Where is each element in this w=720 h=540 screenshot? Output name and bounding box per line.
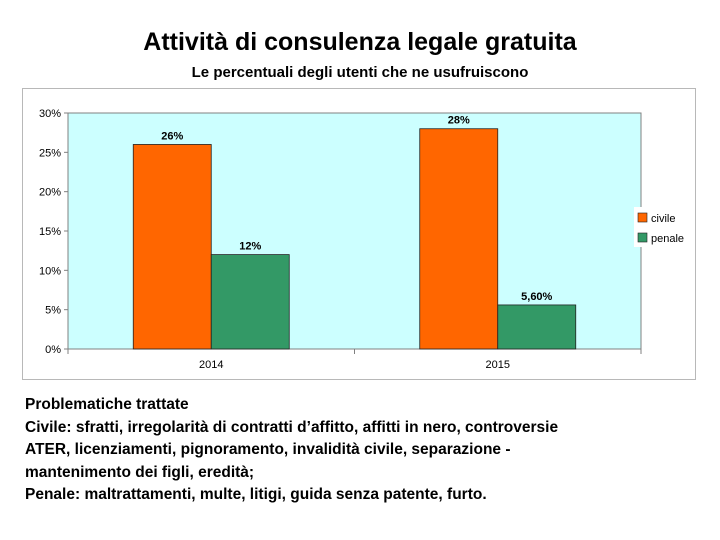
bar-chart: 0% 5% 10% 15% 20% 25% 30% 26% 12% 2014 28% 5,60% 201… [39, 108, 684, 371]
notes-section: Problematiche trattate Civile: sfratti, … [25, 394, 705, 507]
notes-civile-line-2: ATER, licenziamenti, pignoramento, inval… [25, 441, 511, 458]
bar-civile-2014 [132, 144, 212, 350]
data-label-civile-2015: 28% [448, 115, 470, 127]
legend-swatch-civile [637, 212, 648, 223]
notes-penale-line: Penale: maltrattamenti, multe, litigi, g… [25, 486, 487, 503]
data-label-penale-2014: 12% [239, 241, 261, 253]
x-tick-label: 2014 [199, 359, 223, 371]
y-tick-label: 15% [39, 226, 61, 238]
legend-label-penale: penale [651, 233, 684, 245]
y-tick-label: 25% [39, 147, 61, 159]
data-label-civile-2014: 26% [161, 130, 183, 142]
chart-frame: 0% 5% 10% 15% 20% 25% 30% 26% 12% 2014 28% 5,60% 201… [22, 88, 696, 380]
slide-title: Attività di consulenza legale gratuita [143, 28, 577, 56]
legend-label-civile: civile [651, 213, 675, 225]
y-tick-label: 10% [39, 265, 61, 277]
notes-civile-line-1: Civile: sfratti, irregolarità di contrat… [25, 418, 559, 436]
notes-civile-line-3: mantenimento dei figli, eredità; [25, 463, 255, 481]
y-tick-label: 0% [45, 344, 61, 356]
data-label-penale-2015: 5,60% [521, 291, 552, 303]
y-tick-label: 5% [45, 305, 61, 317]
bar-penale-2014 [210, 254, 290, 350]
notes-heading: Problematiche trattate [25, 396, 189, 413]
legend-swatch-penale [637, 232, 648, 243]
y-tick-label: 30% [39, 108, 61, 120]
x-tick-label: 2015 [486, 359, 510, 371]
bar-civile-2015 [419, 128, 499, 350]
slide-subtitle: Le percentuali degli utenti che ne usufr… [191, 64, 529, 81]
bar-penale-2015 [497, 304, 577, 350]
y-tick-label: 20% [39, 187, 61, 199]
